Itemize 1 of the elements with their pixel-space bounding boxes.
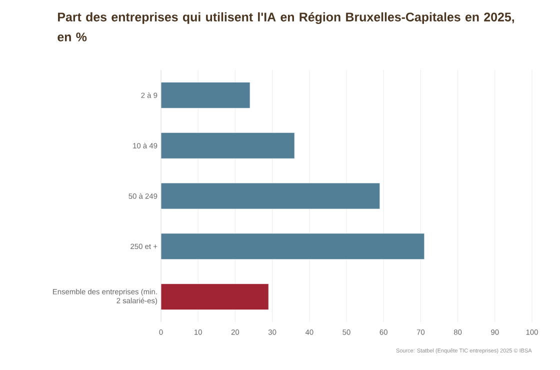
chart-title: Part des entreprises qui utilisent l'IA en Région Bruxelles-Capitales en 2025, en % bbox=[58, 12, 514, 42]
